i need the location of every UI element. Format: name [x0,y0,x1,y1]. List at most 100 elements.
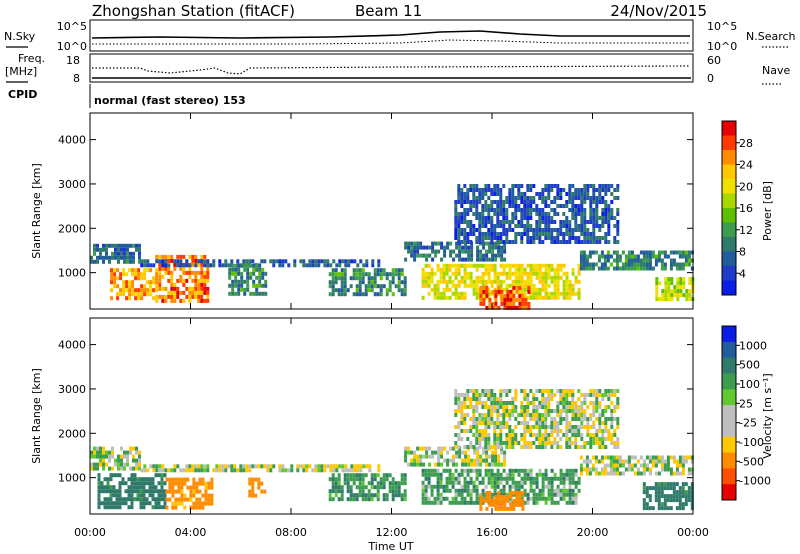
heatmap-cell [687,258,691,263]
heatmap-cell [114,251,117,256]
heatmap-cell [469,496,473,501]
heatmap-cell [660,262,664,267]
heatmap-cell [472,397,476,401]
heatmap-cell [132,446,135,451]
heatmap-cell [442,275,446,280]
heatmap-cell [595,405,599,409]
heatmap-cell [117,259,120,264]
heatmap-cell [188,263,192,268]
heatmap-cell [135,466,138,471]
heatmap-cell [598,192,602,196]
heatmap-cell [356,263,360,268]
heatmap-cell [517,488,521,493]
heatmap-cell [610,212,614,216]
heatmap-cell [442,496,446,501]
heatmap-cell [481,275,485,280]
heatmap-cell [413,454,417,459]
heatmap-cell [246,287,250,292]
heatmap-cell [556,287,560,292]
heatmap-cell [403,493,407,498]
heatmap-cell [550,480,554,485]
heatmap-cell [400,477,404,482]
heatmap-cell [541,445,545,449]
heatmap-cell [547,433,551,437]
heatmap-cell [682,281,686,286]
heatmap-cell [616,188,620,192]
heatmap-cell [164,270,168,275]
heatmap-cell [556,263,560,268]
heatmap-cell [676,281,680,286]
heatmap-cell [460,437,464,441]
heatmap-cell [135,243,138,248]
heatmap-cell [559,232,563,236]
heatmap-cell [529,401,533,405]
heatmap-cell [544,216,548,220]
heatmap-cell [493,271,497,276]
heatmap-cell [568,389,572,393]
heatmap-cell [621,459,625,464]
heatmap-cell [496,240,500,244]
heatmap-cell [344,464,348,469]
heatmap-cell [597,459,601,464]
heatmap-cell [526,421,530,425]
heatmap-cell [670,281,674,286]
heatmap-cell [472,484,476,489]
heatmap-cell [603,463,607,468]
heatmap-cell [506,506,510,511]
heatmap-cell [541,232,545,236]
heatmap-cell [630,266,634,271]
heatmap-cell [123,243,126,248]
heatmap-cell [509,301,513,306]
heatmap-cell [379,477,383,482]
heatmap-cell [146,280,150,285]
heatmap-cell [470,249,474,254]
heatmap-cell [499,433,503,437]
heatmap-cell [454,204,458,208]
heatmap-cell [493,208,497,212]
heatmap-cell [499,236,503,240]
heatmap-cell [568,295,572,300]
heatmap-cell [242,468,246,473]
heatmap-cell [394,284,398,289]
heatmap-cell [151,505,155,510]
heatmap-cell [421,480,425,485]
heatmap-cell [460,200,464,204]
heatmap-cell [568,393,572,397]
heatmap-cell [672,482,676,487]
heatmap-cell [514,204,518,208]
heatmap-cell [592,401,596,405]
heatmap-cell [532,417,536,421]
heatmap-cell [663,254,667,259]
heatmap-cell [586,441,590,445]
heatmap-cell [155,464,159,469]
heatmap-cell [679,289,683,294]
colorbar-tick-label: 100 [739,378,760,391]
heatmap-cell [472,184,476,188]
heatmap-cell [248,468,252,473]
heatmap-cell [532,263,536,268]
heatmap-cell [490,476,494,481]
heatmap-cell [511,271,515,276]
heatmap-cell [496,480,500,485]
heatmap-cell [505,200,509,204]
heatmap-cell [527,301,531,306]
heatmap-cell [678,266,682,271]
heatmap-cell [669,498,673,503]
heatmap-cell [340,489,344,494]
heatmap-cell [553,291,557,296]
heatmap-cell [684,250,688,255]
heatmap-cell [574,192,578,196]
heatmap-cell [571,287,575,292]
heatmap-cell [488,297,492,302]
heatmap-cell [496,468,500,473]
heatmap-cell [475,283,479,288]
heatmap-cell [437,241,441,246]
heatmap-cell [603,262,607,267]
heatmap-cell [467,454,471,459]
freq-tick-top: 18 [66,54,80,67]
heatmap-cell [413,462,417,467]
heatmap-cell [606,455,610,460]
heatmap-cell [520,200,524,204]
heatmap-cell [148,485,152,490]
heatmap-cell [657,471,661,476]
